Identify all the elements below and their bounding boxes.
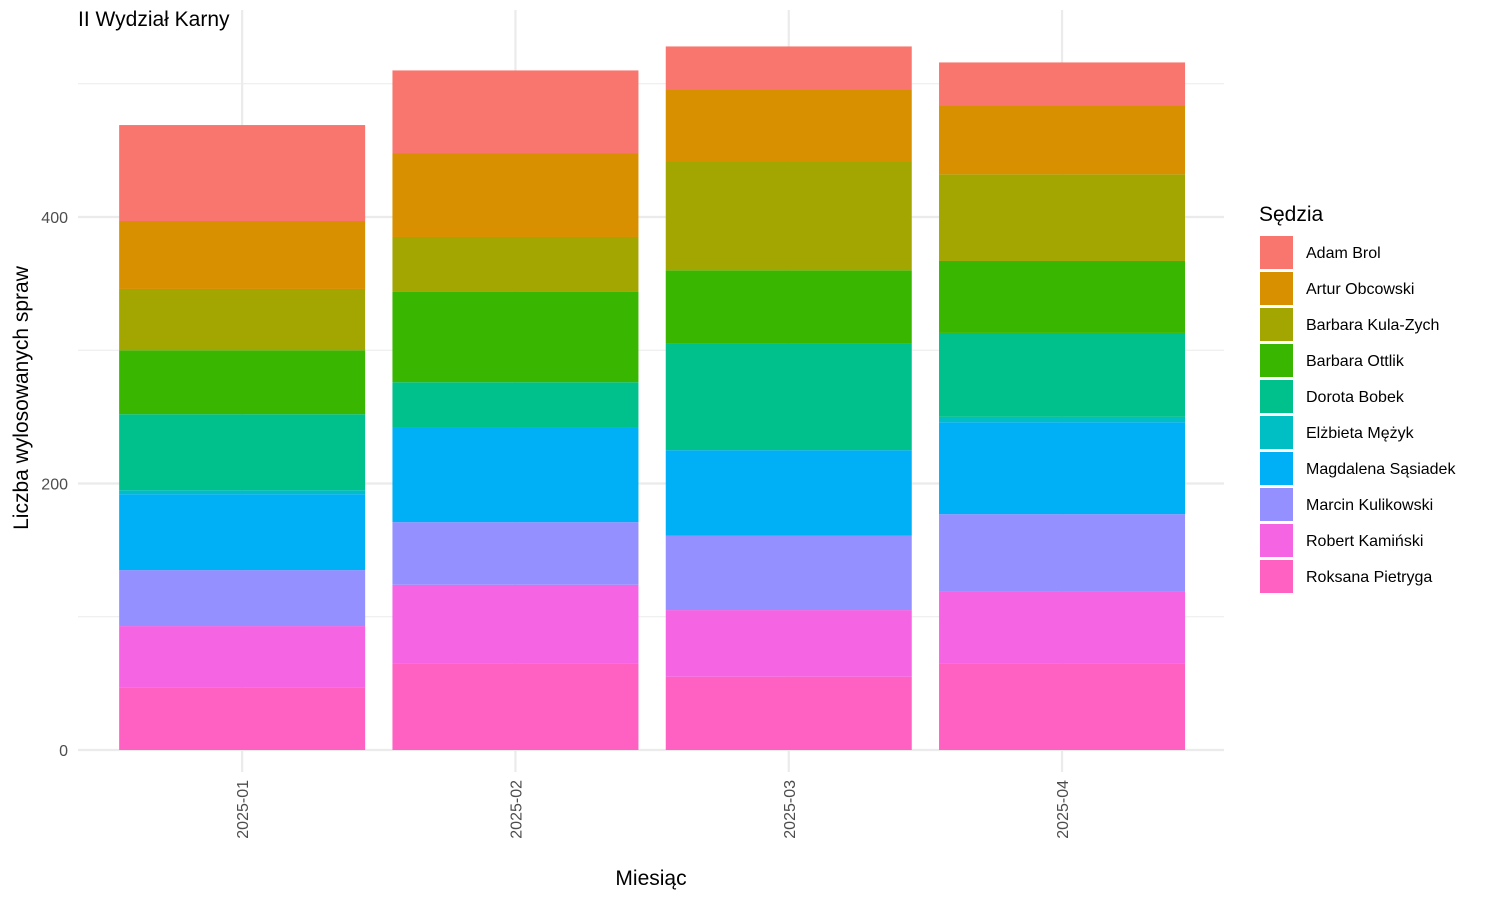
bar-segment [392,522,639,585]
y-tick-label: 0 [59,743,68,760]
bar-segment [665,343,912,451]
bar-segment [665,535,912,611]
bar-segment [119,626,366,688]
legend-key [1260,344,1293,377]
legend-key [1260,452,1293,485]
bar-segment [119,494,366,571]
bar-segment [392,70,639,154]
legend-label: Dorota Bobek [1306,389,1405,406]
y-tick-label: 200 [41,477,68,494]
bar-segment [939,62,1186,106]
legend-label: Marcin Kulikowski [1306,497,1433,514]
bar-segment [665,270,912,344]
legend-label: Adam Brol [1306,245,1381,262]
bar-segment [392,382,639,428]
legend-key [1260,272,1293,305]
bar-segment [119,490,366,495]
bar-segment [392,427,639,523]
legend-label: Elżbieta Mężyk [1306,425,1415,442]
legend-key [1260,488,1293,521]
x-tick-label: 2025-01 [235,780,252,839]
legend-label: Barbara Kula-Zych [1306,317,1439,334]
bar-segment [119,220,366,289]
bar-segment [939,514,1186,592]
x-tick-label: 2025-02 [508,780,525,839]
bar-segment [392,153,639,237]
bar-segment [119,414,366,491]
legend-label: Magdalena Sąsiadek [1306,461,1456,478]
bar-segment [939,105,1186,175]
bar-segment [119,570,366,627]
bar-segment [939,422,1186,515]
bar-segment [665,676,912,750]
bar-segment [665,89,912,162]
x-tick-label: 2025-03 [782,780,799,839]
legend: Sędzia Adam Brol Artur Obcowski Barbara Ku… [1259,203,1456,593]
legend-label: Artur Obcowski [1306,281,1414,298]
bar-segment [119,350,366,415]
y-tick-label: 400 [41,210,68,227]
bar-segment [939,332,1186,417]
bar-segment [119,125,366,221]
bar-segment [392,291,639,383]
legend-key [1260,560,1293,593]
legend-label: Roksana Pietryga [1306,569,1432,586]
bar-segment [665,450,912,536]
y-axis-title: Liczba wylosowanych spraw [10,265,33,530]
legend-key [1260,308,1293,341]
bar-segment [392,236,639,292]
x-axis-title: Miesiąc [615,867,686,890]
legend-key [1260,524,1293,557]
x-axis-ticks: 2025-01 2025-02 2025-03 2025-04 [235,780,1072,839]
legend-title: Sędzia [1259,203,1324,226]
bar-segment [665,46,912,90]
y-axis-ticks: 0 200 400 [41,210,68,760]
bar-segment [392,584,639,664]
bar-segment [392,663,639,750]
bar-segment [119,687,366,750]
legend-key [1260,380,1293,413]
bars [119,46,1186,750]
bar-segment [665,610,912,677]
legend-label: Robert Kamiński [1306,533,1423,550]
legend-label: Barbara Ottlik [1306,353,1405,370]
bar-segment [939,416,1186,423]
bar-segment [939,174,1186,261]
legend-key [1260,416,1293,449]
legend-key [1260,236,1293,269]
bar-segment [939,591,1186,664]
x-tick-label: 2025-04 [1055,780,1072,839]
bar-segment [119,288,366,351]
bar-segment [665,161,912,271]
bar-segment [939,663,1186,750]
chart-title: II Wydział Karny [78,8,230,31]
bar-segment [939,260,1186,333]
